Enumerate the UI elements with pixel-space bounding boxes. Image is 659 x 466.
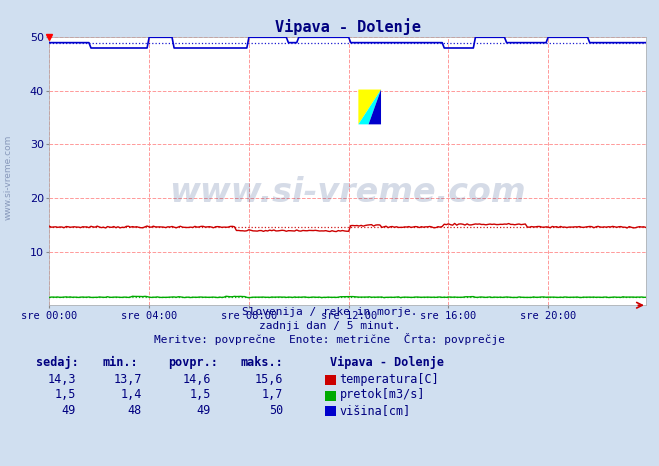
Text: povpr.:: povpr.: xyxy=(168,356,218,369)
Text: 48: 48 xyxy=(127,404,142,417)
Text: 50: 50 xyxy=(269,404,283,417)
Text: 1,4: 1,4 xyxy=(121,389,142,401)
Text: višina[cm]: višina[cm] xyxy=(339,404,411,417)
Text: 15,6: 15,6 xyxy=(255,373,283,386)
Text: www.si-vreme.com: www.si-vreme.com xyxy=(3,134,13,220)
Text: 49: 49 xyxy=(196,404,211,417)
Text: pretok[m3/s]: pretok[m3/s] xyxy=(339,389,425,401)
Text: 49: 49 xyxy=(61,404,76,417)
Polygon shape xyxy=(368,89,381,124)
Text: maks.:: maks.: xyxy=(241,356,283,369)
Text: zadnji dan / 5 minut.: zadnji dan / 5 minut. xyxy=(258,321,401,330)
Text: 13,7: 13,7 xyxy=(113,373,142,386)
Text: 1,7: 1,7 xyxy=(262,389,283,401)
Text: min.:: min.: xyxy=(102,356,138,369)
Text: temperatura[C]: temperatura[C] xyxy=(339,373,439,386)
Text: www.si-vreme.com: www.si-vreme.com xyxy=(169,176,526,209)
Title: Vipava - Dolenje: Vipava - Dolenje xyxy=(275,18,420,35)
Text: 1,5: 1,5 xyxy=(55,389,76,401)
Text: 14,6: 14,6 xyxy=(183,373,211,386)
Text: 1,5: 1,5 xyxy=(190,389,211,401)
Text: Meritve: povprečne  Enote: metrične  Črta: povprečje: Meritve: povprečne Enote: metrične Črta:… xyxy=(154,333,505,344)
Text: 14,3: 14,3 xyxy=(47,373,76,386)
Text: Slovenija / reke in morje.: Slovenija / reke in morje. xyxy=(242,307,417,316)
Polygon shape xyxy=(358,89,381,124)
Text: Vipava - Dolenje: Vipava - Dolenje xyxy=(330,356,444,369)
Polygon shape xyxy=(358,89,381,124)
Text: sedaj:: sedaj: xyxy=(36,356,79,369)
